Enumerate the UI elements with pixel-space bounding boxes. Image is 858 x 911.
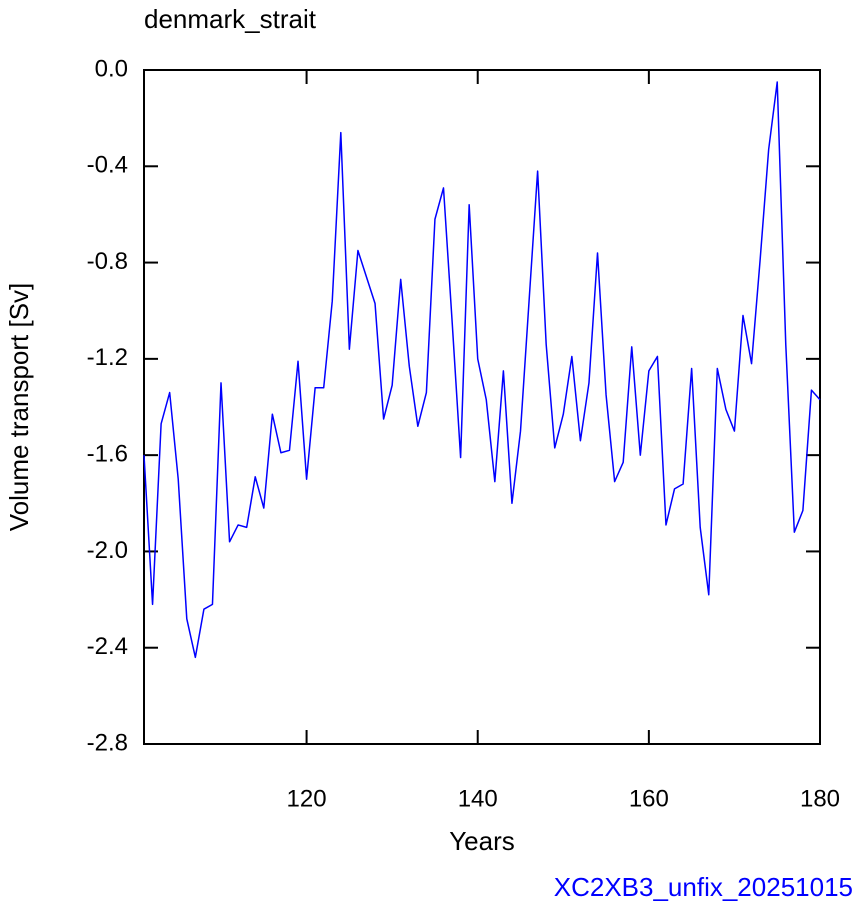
y-tick-label: -0.4 — [87, 152, 128, 179]
x-axis-title: Years — [449, 826, 515, 856]
y-tick-label: 0.0 — [95, 55, 128, 82]
x-tick-label: 120 — [287, 785, 327, 812]
y-tick-label: -2.8 — [87, 729, 128, 756]
y-axis-title: Volume transport [Sv] — [4, 283, 34, 532]
x-tick-label: 140 — [458, 785, 498, 812]
chart-title: denmark_strait — [144, 4, 317, 34]
x-tick-label: 180 — [800, 785, 840, 812]
data-line — [143, 81, 821, 659]
y-tick-label: -2.4 — [87, 633, 128, 660]
y-tick-label: -1.6 — [87, 440, 128, 467]
y-tick-label: -1.2 — [87, 344, 128, 371]
annotation: XC2XB3_unfix_20251015 — [554, 872, 853, 902]
x-tick-label: 160 — [629, 785, 669, 812]
plot-frame — [143, 69, 821, 745]
y-tick-label: -0.8 — [87, 248, 128, 275]
y-tick-label: -2.0 — [87, 537, 128, 564]
